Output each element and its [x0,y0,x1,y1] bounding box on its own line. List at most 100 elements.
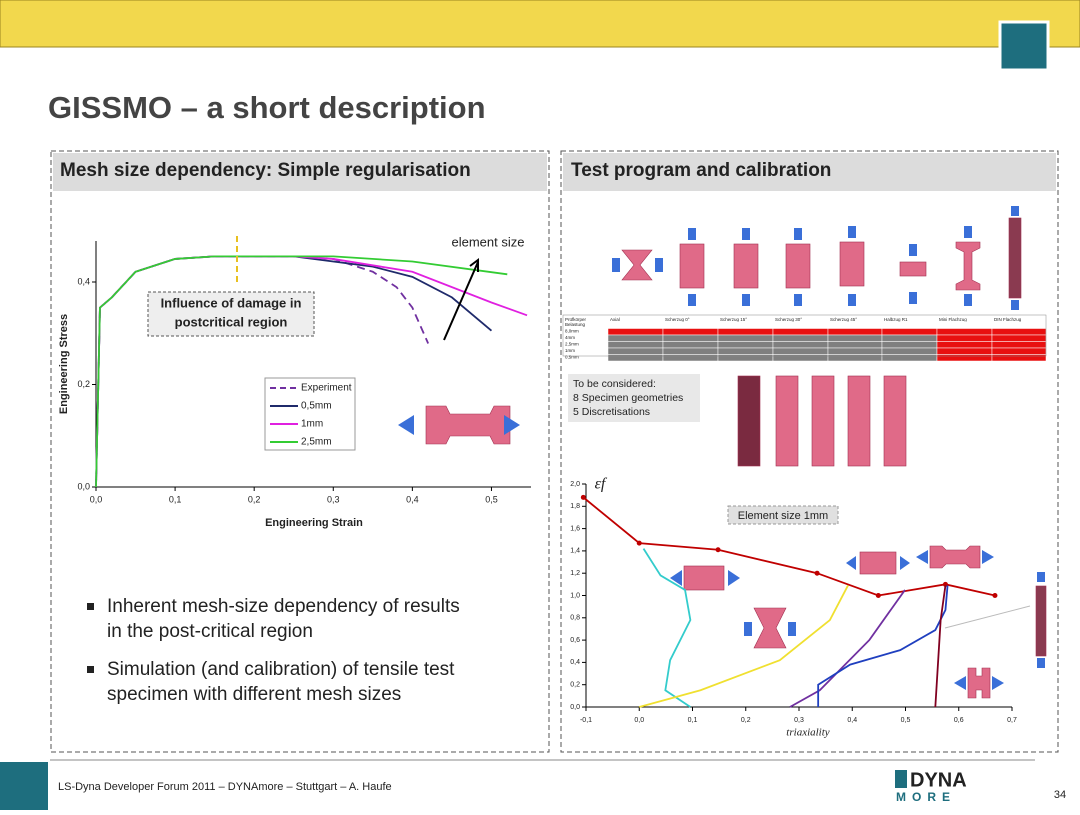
annotation: Influence of damage in [161,295,302,310]
table-cell [717,341,774,349]
table-header: Scherzug 0° [665,317,690,322]
table-header: Scherzug 45° [830,317,857,322]
table-cell [991,347,1047,355]
table-cell [827,321,883,329]
y-axis-label: εf [595,476,608,493]
table-cell [772,321,829,329]
legend-label: Experiment [301,383,352,394]
point [992,593,998,598]
x-tick-label: 0,5 [901,717,911,724]
series-line [95,255,508,488]
bullet-text: specimen with different mesh sizes [107,684,401,705]
footer-text: LS-Dyna Developer Forum 2011 – DYNAmore … [58,781,392,793]
page-number: 34 [1054,789,1066,801]
series-line [642,548,692,708]
y-tick-label: 0,8 [570,615,580,622]
left-heading-bar [53,153,547,191]
legend-label: 0,5mm [301,401,332,412]
table-cell [717,328,774,336]
x-tick-label: 0,3 [794,717,804,724]
y-tick-label: 1,0 [570,592,580,599]
table-cell [772,341,829,349]
reference-line [944,605,1031,629]
x-tick-label: 0,1 [169,494,182,504]
table-cell [881,334,938,342]
legend-box [264,377,356,451]
table-frame [562,314,1047,357]
logo-top: DYNA [910,769,967,791]
table-cell [607,328,664,336]
row-label: 0,5mm [565,355,579,360]
table-cell [991,334,1047,342]
x-axis-label: Engineering Strain [265,517,363,529]
table-cell [717,321,774,329]
x-tick-label: 0,4 [406,494,419,504]
y-tick-label: 1,6 [570,525,580,532]
annotation: Element size 1mm [738,510,828,522]
footer-square [0,762,48,810]
annotation-box [147,291,315,337]
table-cell [936,321,993,329]
bullet [87,666,94,673]
row-label: Belastung [565,322,586,327]
right-panel [560,150,1059,753]
specimen-icons [398,206,1047,699]
right-heading: Test program and calibration [571,160,831,181]
table-cell [717,334,774,342]
annotation-arrow [443,258,479,341]
y-axis-label: Engineering Stress [58,314,70,414]
table-cell [936,328,993,336]
table-cell [991,321,1047,329]
note-line: 8 Specimen geometries [573,392,683,404]
table-header: Mini Flachzug [939,317,967,322]
x-tick-label: 0,2 [248,494,261,504]
x-tick-label: 0,1 [688,717,698,724]
table-cell [662,334,719,342]
table-cell [607,354,664,362]
table-header: Scherzug 15° [720,317,747,322]
point [715,547,721,553]
table-cell [827,354,883,362]
legend-label: 2,5mm [301,437,332,448]
table-cell [607,321,664,329]
table-cell [662,341,719,349]
y-tick-label: 1,2 [570,570,580,577]
row-label: 1mm [565,348,575,353]
x-tick-label: 0,0 [634,717,644,724]
table-cell [936,341,993,349]
x-tick-label: 0,5 [485,494,498,504]
right-heading-bar [563,153,1056,191]
y-tick-label: 1,4 [570,548,580,555]
x-axis-label: triaxiality [786,727,830,739]
table-cell [881,341,938,349]
table-cell [827,347,883,355]
annotation-box [727,505,839,525]
series-line [639,585,849,708]
left-panel [50,150,550,753]
point [636,540,642,546]
bullet-text: Inherent mesh-size dependency of results [107,596,460,617]
x-tick-label: 0,3 [327,494,340,504]
table-cell [827,341,883,349]
y-tick-label: 0,4 [77,276,90,286]
table-cell [936,354,993,362]
left-heading: Mesh size dependency: Simple regularisat… [60,160,471,181]
table-header: Prüfkörper [565,317,587,322]
y-tick-label: 0,2 [570,682,580,689]
point [814,570,820,576]
table-cell [662,354,719,362]
x-tick-label: 0,2 [741,717,751,724]
bullet-text: in the post-critical region [107,621,313,642]
bullet [87,603,94,610]
legend-label: 1mm [301,419,323,430]
row-label: 8,0mm [565,329,579,334]
y-tick-label: 2,0 [570,481,580,488]
y-tick-label: 1,8 [570,503,580,510]
table-header: DIN Flachzug [994,317,1022,322]
bullet-text: Simulation (and calibration) of tensile … [107,659,455,680]
point [580,494,586,500]
point [875,593,881,598]
table-cell [827,334,883,342]
table-header: Halbzug R1 [884,317,908,322]
